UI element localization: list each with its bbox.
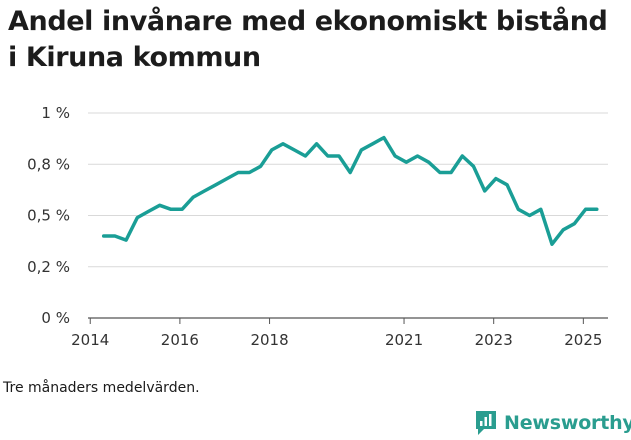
x-tick-label: 2016 <box>161 331 199 349</box>
y-tick-label: 0,2 % <box>27 258 70 276</box>
y-tick-label: 1 % <box>41 104 70 122</box>
brand-logo: Newsworthy <box>474 406 631 440</box>
chart-note: Tre månaders medelvärden. <box>3 380 200 396</box>
x-tick-label: 2014 <box>71 331 109 349</box>
x-tick-label: 2023 <box>475 331 513 349</box>
series-group <box>101 135 599 246</box>
series-line <box>101 135 599 246</box>
x-tick-label: 2025 <box>564 331 602 349</box>
line-chart: 0 %0,2 %0,5 %0,8 %1 % 2014 2016 2018 2021 20… <box>27 104 608 349</box>
chart-title: Andel invånare med ekonomiskt bistånd i … <box>8 6 608 73</box>
x-tick-label: 2021 <box>385 331 423 349</box>
x-tick-label: 2018 <box>250 331 288 349</box>
grid-lines <box>88 112 608 319</box>
x-axis: 2014 2016 2018 2021 2023 2025 <box>71 318 602 349</box>
newsworthy-logo-icon <box>476 411 496 435</box>
brand-name: Newsworthy <box>504 412 631 434</box>
y-tick-label: 0 % <box>41 309 70 327</box>
y-tick-label: 0,5 % <box>27 207 70 225</box>
y-tick-label: 0,8 % <box>27 155 70 173</box>
y-axis-labels: 0 % 0,2 % 0,5 % 0,8 % 1 % <box>27 104 70 327</box>
